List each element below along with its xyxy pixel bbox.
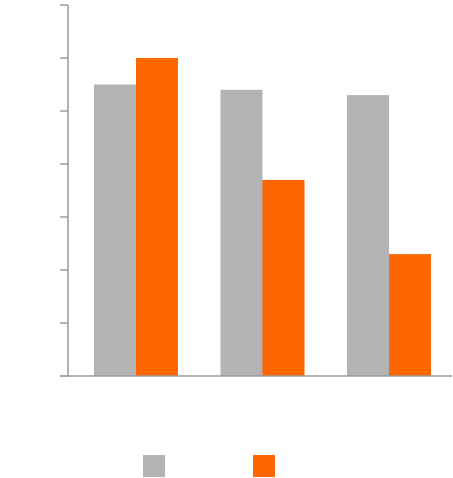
bar-series-1-category-1: [94, 84, 136, 376]
legend: [0, 450, 453, 478]
bar-series-1-category-2: [220, 89, 263, 377]
bar-chart-canvas: [60, 4, 452, 377]
bar-series-2-category-2: [262, 179, 305, 376]
legend-swatch-series-1: [143, 455, 165, 477]
bar-series-1-category-3: [347, 95, 389, 376]
legend-swatch-series-2: [253, 455, 275, 477]
legend-item-series-2: [253, 455, 283, 477]
legend-item-series-1: [143, 455, 173, 477]
bar-series-2-category-1: [136, 58, 178, 376]
bar-series-2-category-3: [389, 254, 431, 376]
